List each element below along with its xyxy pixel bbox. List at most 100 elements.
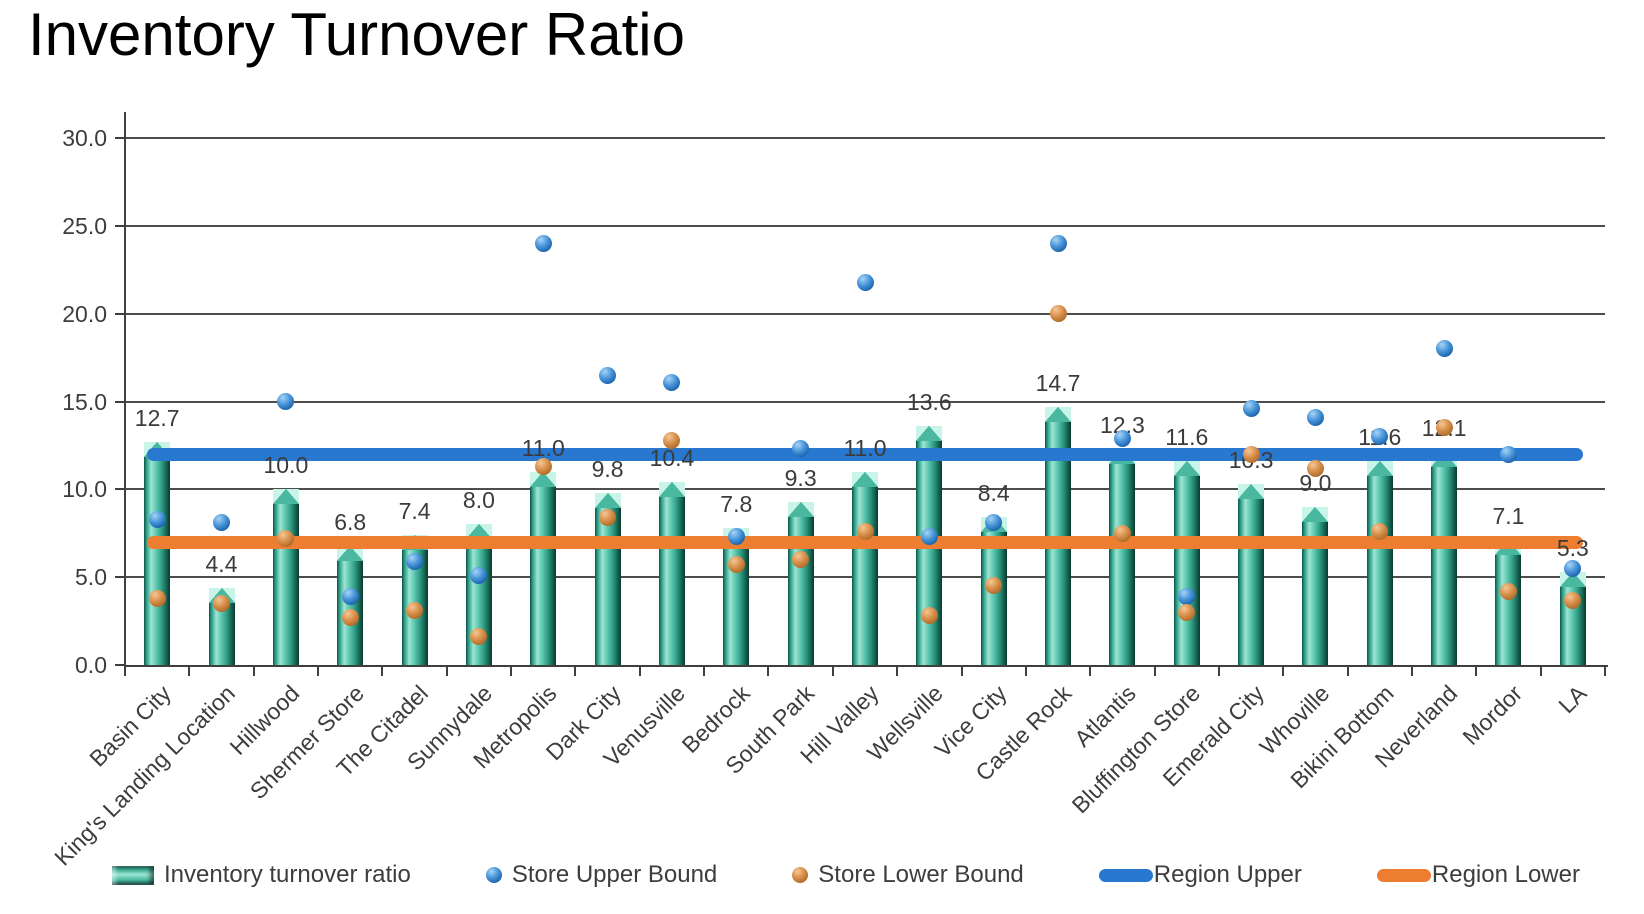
legend-item-store-lower-bound: Store Lower Bound — [792, 861, 1024, 889]
y-axis-label: 25.0 — [62, 212, 107, 239]
bar-value-label: 8.0 — [462, 487, 495, 514]
bar-value-label: 12.7 — [134, 404, 180, 431]
bar-value-label: 7.1 — [1492, 503, 1525, 530]
bar — [1366, 461, 1393, 665]
y-axis-tick — [115, 137, 125, 139]
x-axis-tick — [1153, 667, 1156, 676]
x-axis-tick — [1539, 667, 1542, 676]
store-upper-bound-dot — [727, 528, 745, 546]
bar-cap — [1559, 571, 1586, 587]
x-axis-tick — [1089, 667, 1092, 676]
bar — [1559, 571, 1586, 665]
store-lower-bound-dot — [470, 628, 488, 646]
store-upper-bound-dot — [920, 528, 938, 546]
store-lower-bound-dot — [1499, 582, 1517, 600]
store-upper-bound-dot — [1306, 408, 1324, 426]
y-axis-tick — [115, 224, 125, 227]
bar — [144, 441, 171, 665]
store-upper-bound-dot — [1242, 400, 1260, 418]
bar — [530, 471, 557, 665]
gridline — [125, 400, 1605, 403]
bar — [1238, 484, 1265, 665]
bar-cap — [1173, 461, 1200, 477]
x-axis-tick — [960, 667, 963, 676]
x-axis-tick — [896, 667, 899, 676]
store-lower-bound-dot — [1564, 591, 1582, 609]
legend-label: Store Lower Bound — [818, 861, 1024, 888]
bar-value-label: 14.7 — [1035, 369, 1081, 396]
store-lower-bound-dot — [663, 431, 681, 449]
y-axis-tick — [115, 488, 125, 491]
store-lower-bound-dot — [406, 602, 424, 620]
bar-cap — [916, 426, 943, 442]
store-lower-bound-dot — [1113, 524, 1131, 542]
store-upper-bound-dot — [1499, 445, 1517, 463]
store-lower-bound-dot — [599, 508, 617, 526]
store-lower-bound-dot — [856, 522, 874, 540]
x-axis-tick — [188, 667, 191, 676]
store-lower-bound-dot — [1371, 522, 1389, 540]
gridline — [125, 312, 1605, 315]
x-axis-tick — [317, 667, 320, 676]
bar — [1109, 448, 1136, 665]
x-axis-tick — [1217, 667, 1220, 676]
bar-cap — [852, 471, 878, 487]
store-lower-bound-dot — [1435, 419, 1453, 437]
store-lower-bound-dot — [148, 589, 166, 607]
store-upper-bound-dot — [534, 234, 552, 252]
store-upper-bound-dot — [406, 552, 424, 570]
y-axis-label: 15.0 — [62, 388, 107, 415]
bar — [1495, 540, 1522, 665]
store-lower-bound-dot — [213, 595, 231, 613]
gridline — [125, 224, 1605, 227]
x-axis-tick — [445, 667, 448, 676]
bar-cap — [787, 501, 814, 517]
region-lower-line — [147, 535, 1583, 549]
legend-item-region-lower: Region Lower — [1376, 861, 1580, 889]
bar-cap — [1366, 461, 1393, 477]
bar — [787, 501, 814, 665]
bar — [1431, 452, 1458, 665]
store-lower-bound-dot — [341, 609, 359, 627]
bar-cap — [272, 489, 299, 505]
bar-value-label: 10.4 — [649, 445, 695, 472]
y-axis-tick — [115, 664, 125, 666]
y-axis-line — [124, 112, 126, 667]
legend-item-region-upper: Region Upper — [1098, 861, 1302, 889]
y-axis-tick — [115, 312, 125, 315]
x-axis-label-text: LA — [1552, 680, 1592, 719]
x-axis-tick — [574, 667, 577, 676]
store-upper-bound-dot — [341, 587, 359, 605]
x-axis-tick — [1024, 667, 1027, 676]
x-axis-tick — [510, 667, 513, 676]
y-axis-label: 20.0 — [62, 300, 107, 327]
bar-cap — [1045, 406, 1072, 422]
legend-label: Inventory turnover ratio — [164, 861, 411, 888]
legend-label: Region Upper — [1153, 861, 1302, 888]
store-lower-bound-dot — [277, 530, 295, 548]
bar-value-label: 6.8 — [334, 508, 367, 535]
bar-value-label: 11.6 — [1165, 424, 1209, 451]
x-axis-tick — [252, 667, 255, 676]
store-upper-bound-dot — [213, 514, 231, 532]
store-lower-bound-dot — [727, 556, 745, 574]
store-lower-bound-dot — [1242, 445, 1260, 463]
legend-label: Store Upper Bound — [511, 861, 718, 888]
store-lower-bound-dot — [1178, 603, 1196, 621]
store-lower-bound-dot — [920, 607, 938, 625]
bar-cap — [1238, 484, 1265, 500]
x-axis-tick — [1410, 667, 1413, 676]
bar — [658, 482, 685, 665]
x-axis-label-text: Mordor — [1456, 680, 1527, 750]
bar-value-label: 9.3 — [784, 464, 817, 491]
y-axis-label: 10.0 — [62, 476, 107, 503]
x-axis-tick — [1346, 667, 1349, 676]
blue-sphere-icon — [485, 867, 502, 883]
chart-title: Inventory Turnover Ratio — [28, 1, 685, 68]
store-upper-bound-dot — [599, 366, 617, 384]
bar-value-label: 11.0 — [843, 434, 887, 461]
bar-value-label: 7.4 — [398, 498, 431, 524]
y-axis-tick — [115, 576, 125, 579]
orange-sphere-icon — [792, 867, 809, 883]
